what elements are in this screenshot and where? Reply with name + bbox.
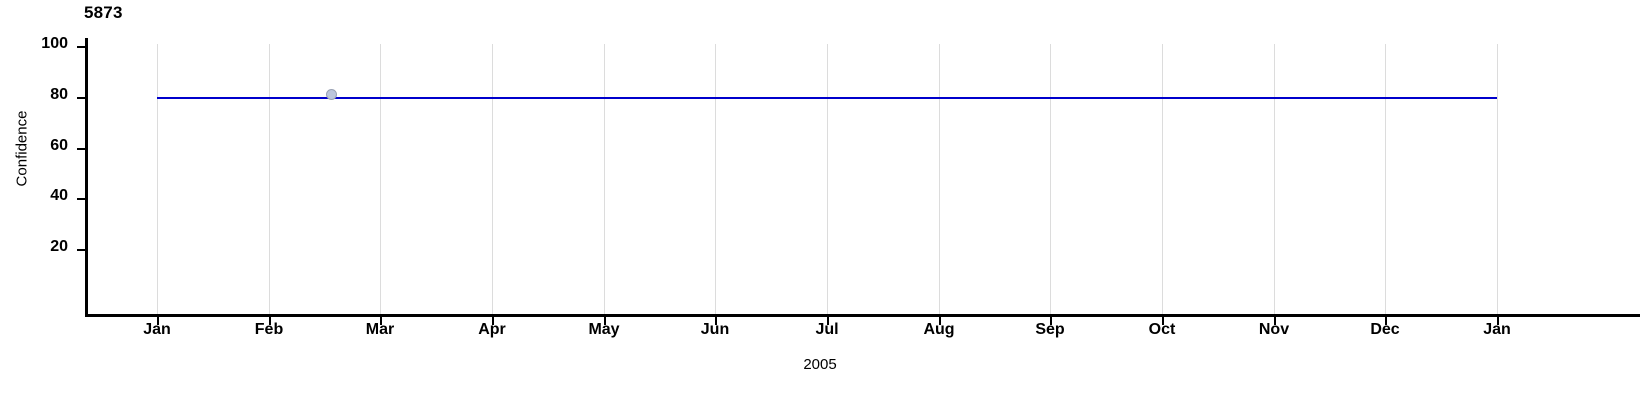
x-axis-spine	[85, 314, 1640, 317]
x-axis-tick-label: Nov	[1258, 321, 1290, 338]
x-axis-tick-label: Mar	[365, 321, 395, 338]
x-gridline	[1162, 44, 1163, 315]
x-gridline	[1274, 44, 1275, 315]
y-axis-tick	[77, 148, 85, 150]
x-axis-tick	[1050, 317, 1052, 325]
x-axis-tick	[269, 317, 271, 325]
x-axis-tick-label: Jun	[700, 321, 730, 338]
x-axis-tick	[604, 317, 606, 325]
x-axis-tick	[939, 317, 941, 325]
x-axis-title: 2005	[803, 356, 837, 373]
x-gridline	[1050, 44, 1051, 315]
x-gridline	[604, 44, 605, 315]
x-axis-tick	[827, 317, 829, 325]
x-gridline	[939, 44, 940, 315]
x-axis-tick	[715, 317, 717, 325]
x-axis-tick-label: Jan	[1483, 321, 1511, 338]
x-axis-tick-label: Jan	[143, 321, 171, 338]
x-axis-tick-label: Sep	[1035, 321, 1065, 338]
y-axis-tick	[77, 198, 85, 200]
x-axis-tick-label: Apr	[478, 321, 506, 338]
y-axis-tick-label: 60	[50, 137, 68, 154]
y-axis-tick-label: 40	[50, 187, 68, 204]
x-axis-tick-label: Dec	[1370, 321, 1400, 338]
x-gridline	[380, 44, 381, 315]
y-axis-tick	[77, 249, 85, 251]
y-axis-tick	[77, 97, 85, 99]
x-gridline	[715, 44, 716, 315]
x-axis-tick-label: Jul	[815, 321, 839, 338]
data-point-marker[interactable]	[326, 89, 337, 100]
chart-title: 5873	[84, 3, 123, 22]
x-axis-tick	[1385, 317, 1387, 325]
x-axis-tick	[1162, 317, 1164, 325]
x-axis-tick	[157, 317, 159, 325]
x-axis-tick	[1274, 317, 1276, 325]
x-axis-tick-label: May	[588, 321, 620, 338]
x-axis-tick-label: Aug	[923, 321, 955, 338]
x-gridline	[157, 44, 158, 315]
x-axis-tick	[1497, 317, 1499, 325]
x-gridline	[1497, 44, 1498, 315]
x-axis-tick	[492, 317, 494, 325]
y-axis-spine	[85, 38, 88, 316]
x-axis-tick-label: Feb	[254, 321, 284, 338]
y-axis-tick-label: 20	[50, 238, 68, 255]
x-gridline	[269, 44, 270, 315]
series-line-confidence	[157, 97, 1497, 99]
x-gridline	[1385, 44, 1386, 315]
y-axis-tick-label: 100	[41, 35, 68, 52]
x-gridline	[827, 44, 828, 315]
y-axis-tick	[77, 46, 85, 48]
x-gridline	[492, 44, 493, 315]
x-axis-tick	[380, 317, 382, 325]
y-axis-tick-label: 80	[50, 86, 68, 103]
x-axis-tick-label: Oct	[1148, 321, 1176, 338]
